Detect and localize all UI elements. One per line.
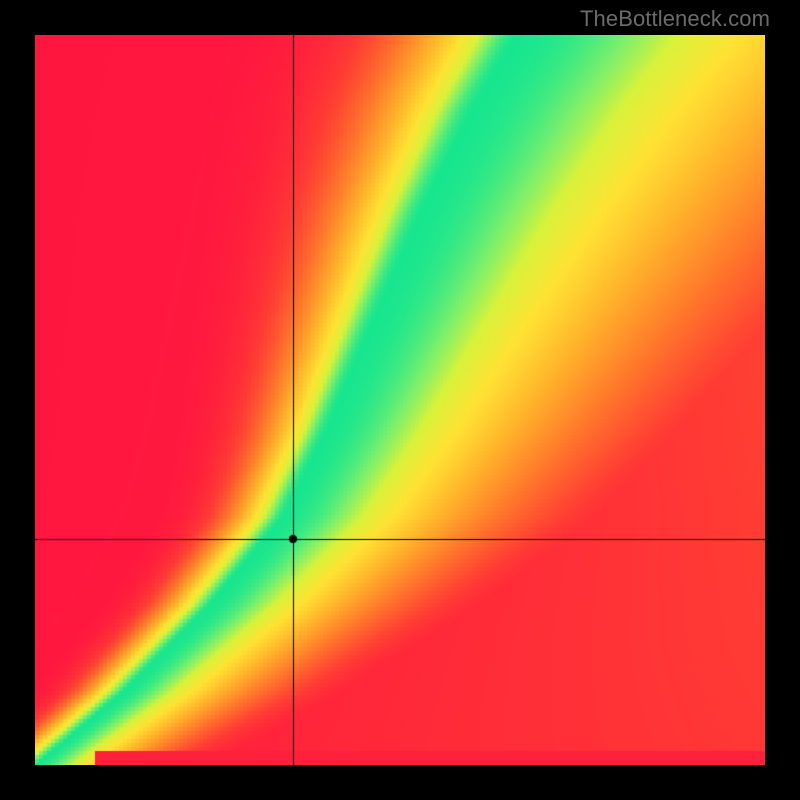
chart-container: TheBottleneck.com xyxy=(0,0,800,800)
heatmap-canvas xyxy=(35,35,765,765)
watermark-text: TheBottleneck.com xyxy=(580,6,770,32)
